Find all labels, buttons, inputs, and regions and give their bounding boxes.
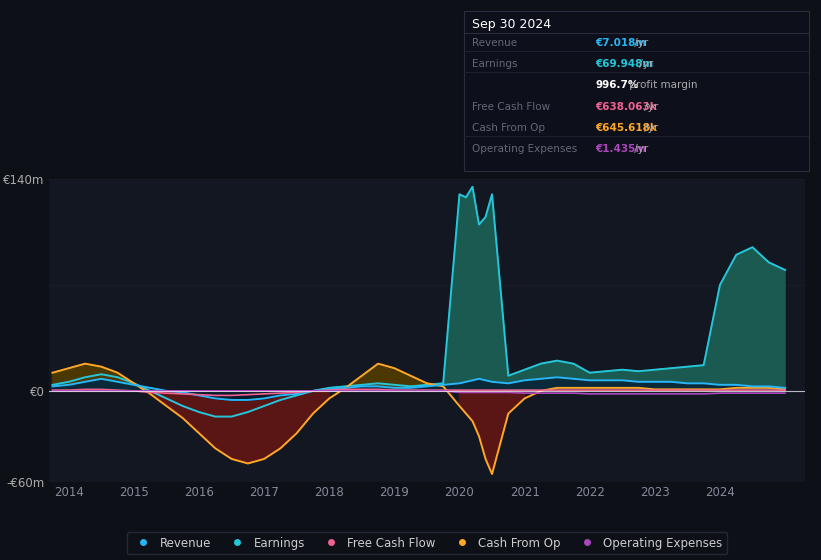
Text: /yr: /yr xyxy=(636,59,654,69)
Text: €638.063k: €638.063k xyxy=(595,102,657,112)
Text: /yr: /yr xyxy=(641,123,658,133)
Text: €645.618k: €645.618k xyxy=(595,123,657,133)
Text: Cash From Op: Cash From Op xyxy=(472,123,545,133)
Text: Operating Expenses: Operating Expenses xyxy=(472,144,577,155)
Text: €7.018m: €7.018m xyxy=(595,38,646,48)
Text: profit margin: profit margin xyxy=(626,81,697,91)
Legend: Revenue, Earnings, Free Cash Flow, Cash From Op, Operating Expenses: Revenue, Earnings, Free Cash Flow, Cash … xyxy=(126,532,727,554)
Text: Revenue: Revenue xyxy=(472,38,517,48)
Text: /yr: /yr xyxy=(631,38,648,48)
Text: 996.7%: 996.7% xyxy=(595,81,639,91)
Text: €69.948m: €69.948m xyxy=(595,59,654,69)
Text: €1.435m: €1.435m xyxy=(595,144,646,155)
Text: Sep 30 2024: Sep 30 2024 xyxy=(472,18,551,31)
Text: /yr: /yr xyxy=(631,144,648,155)
Text: Earnings: Earnings xyxy=(472,59,517,69)
Text: /yr: /yr xyxy=(641,102,658,112)
Text: Free Cash Flow: Free Cash Flow xyxy=(472,102,550,112)
